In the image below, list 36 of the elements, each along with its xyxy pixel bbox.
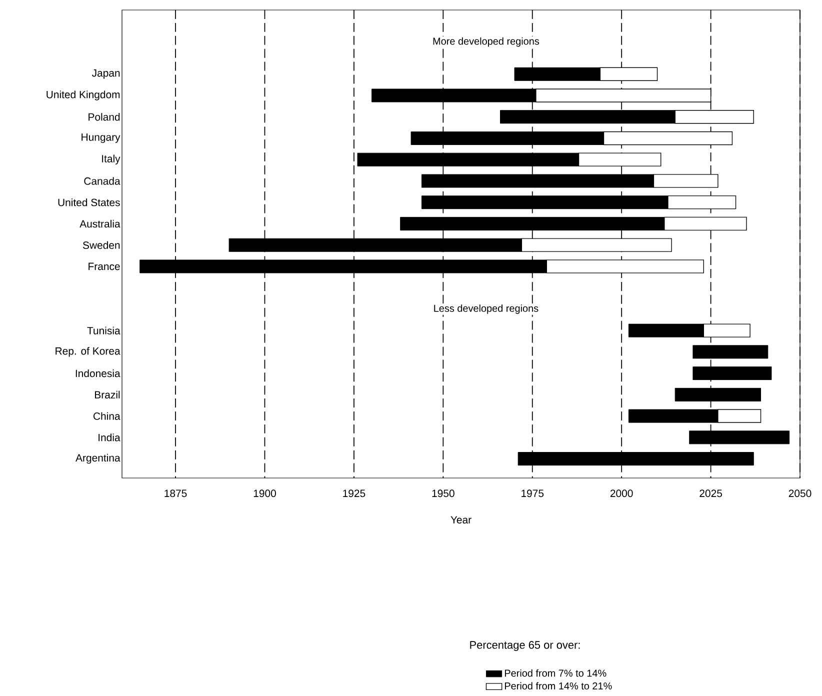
x-tick-label: 1975 xyxy=(522,490,544,498)
y-tick-label: United States xyxy=(58,198,120,206)
y-tick-label: Canada xyxy=(84,177,120,185)
bar xyxy=(692,345,768,359)
text: More developed regions xyxy=(433,37,540,47)
x-tick-label: 2025 xyxy=(700,490,722,498)
x-tick-label: 1875 xyxy=(164,490,187,498)
y-tick-label: India xyxy=(98,434,120,442)
y-tick-label: Rep. of Korea xyxy=(56,347,120,357)
y-tick-label: Indonesia xyxy=(76,369,120,378)
legend-label: Period from 7% to 14% xyxy=(504,669,606,677)
x-tick-label: 1925 xyxy=(343,490,366,498)
bar xyxy=(692,366,772,380)
bar xyxy=(689,430,790,444)
x-axis-title: Year xyxy=(450,516,472,524)
x-tick-label: 1900 xyxy=(254,490,276,498)
legend-label: Period from 14% to 21% xyxy=(504,682,612,690)
x-tick-label: 2000 xyxy=(610,490,633,498)
bar xyxy=(518,452,754,466)
annotation: Less developed regions xyxy=(434,304,538,314)
y-tick-label: Italy xyxy=(102,154,120,164)
y-tick-label: China xyxy=(94,412,120,420)
y-tick-label: Hungary xyxy=(82,134,120,143)
y-tick-label: Australia xyxy=(80,220,120,228)
y-tick-label: Japan xyxy=(92,69,120,79)
y-tick-label: Brazil xyxy=(95,390,120,399)
y-tick-label: France xyxy=(88,262,120,270)
y-tick-label: Argentina xyxy=(76,454,120,464)
x-tick-label: 1950 xyxy=(432,490,454,498)
y-tick-label: Tunisia xyxy=(87,326,120,334)
legend-title: Percentage 65 or over: xyxy=(470,641,580,651)
y-tick-label: United Kingdom xyxy=(46,90,120,100)
bar xyxy=(674,388,762,402)
x-tick-label: 2050 xyxy=(788,490,812,498)
y-tick-label: Sweden xyxy=(82,241,120,249)
y-tick-label: Poland xyxy=(88,113,120,121)
